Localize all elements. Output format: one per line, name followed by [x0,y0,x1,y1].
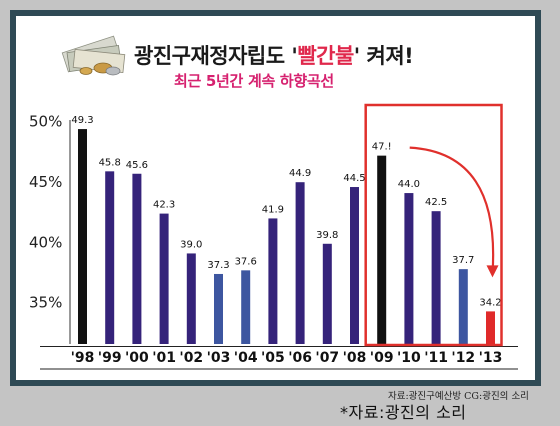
bar [105,171,115,344]
bar [431,211,441,344]
value-label: 37.6 [235,256,257,267]
value-label: 44.0 [398,179,420,190]
title-highlight: 빨간불 [297,44,354,68]
bar [458,269,468,344]
bar [486,311,495,344]
x-tick-label: '06 [288,350,312,366]
trend-arrow-line [409,146,495,274]
x-tick-label: '11 [424,350,448,366]
source-note: *자료:광진의 소리 [340,403,467,422]
bar [241,270,251,344]
value-label: 34.2 [479,297,501,308]
y-tick-label: 45% [29,173,62,191]
value-label: 37.3 [207,260,229,271]
x-tick-label: '03 [207,350,231,366]
x-tick-label: '13 [479,350,503,366]
x-tick-label: '99 [98,350,122,366]
chart-frame: 광진구재정자립도 '빨간불' 켜져! 최근 5년간 계속 하향곡선 자료:광진구… [10,10,541,402]
trend-arrow-head-icon [486,265,499,278]
x-tick-label: '98 [71,350,95,366]
x-tick-label: '09 [370,350,394,366]
x-tick-label: '00 [125,350,149,366]
chart-panel: 광진구재정자립도 '빨간불' 켜져! 최근 5년간 계속 하향곡선 자료:광진구… [16,16,535,402]
x-tick-label: '10 [397,350,421,366]
y-tick-label: 50% [29,113,62,131]
bar [78,129,87,344]
bar [350,187,359,344]
bar [322,243,332,344]
value-label: 44.9 [289,168,311,179]
value-label: 45.6 [126,160,148,171]
bar [159,213,169,344]
x-tick-label: '04 [234,350,258,366]
chart-title: 광진구재정자립도 '빨간불' 켜져! [134,44,414,68]
value-label: 39.0 [180,239,202,250]
bar [186,253,196,344]
value-label: 41.9 [262,204,284,215]
value-label: 37.7 [452,255,474,266]
bar [268,218,278,344]
bar [404,193,414,344]
value-label: 44.5 [343,173,365,184]
x-tick-label: '02 [179,350,203,366]
value-label: 49.3 [71,115,93,126]
y-tick-label: 40% [29,233,62,251]
y-tick-label: 35% [29,294,62,312]
x-tick-label: '08 [343,350,367,366]
highlight-box [364,103,503,347]
x-tick-label: '07 [315,350,339,366]
bar [214,273,223,344]
money-bills-coins-icon [61,35,126,76]
x-tick-label: '05 [261,350,285,366]
value-label: 42.5 [425,197,447,208]
bar [132,173,142,344]
value-label: 42.3 [153,200,175,211]
chart-credit: 자료:광진구예산방 CG:광진의 소리 [388,391,529,402]
chart-subtitle: 최근 5년간 계속 하향곡선 [174,72,334,90]
value-label: 45.8 [99,157,121,168]
value-label: 47.! [372,142,392,153]
x-tick-label: '01 [152,350,176,366]
bar [295,182,305,344]
x-tick-label: '12 [451,350,475,366]
bar [377,155,387,344]
value-label: 39.8 [316,230,338,241]
